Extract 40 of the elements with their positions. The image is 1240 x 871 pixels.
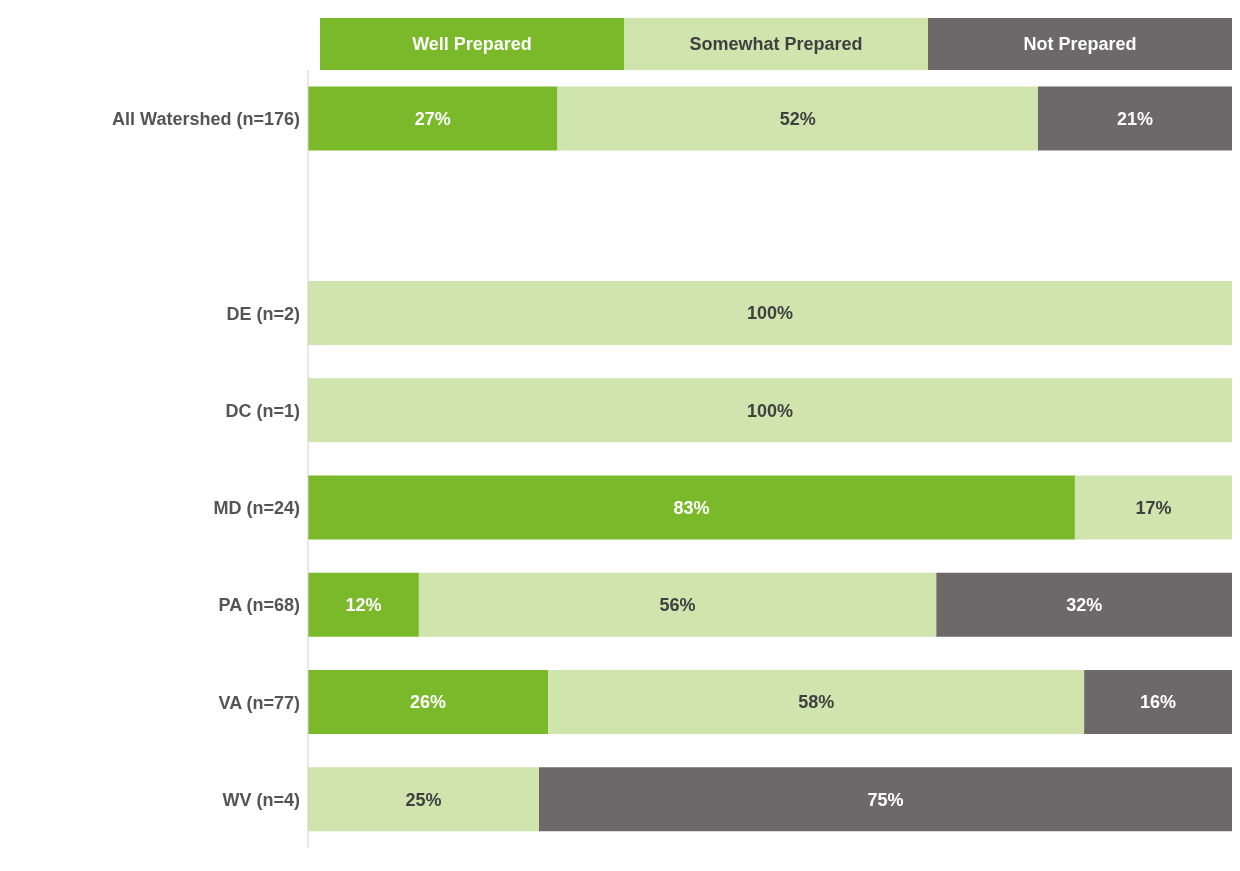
series-label: Somewhat Prepared [624, 18, 928, 70]
bar [308, 767, 539, 832]
data-label: 16% [1140, 692, 1177, 713]
bar [308, 86, 558, 151]
y-tick-label: PA (n=68) [218, 595, 300, 616]
bar [1037, 86, 1232, 151]
y-tick-label: All Watershed (n=176) [112, 109, 300, 130]
bar [308, 281, 1232, 346]
data-label: 56% [659, 595, 696, 616]
series-label: Not Prepared [928, 18, 1232, 70]
y-tick-label: MD (n=24) [213, 498, 300, 519]
y-tick-label: DC (n=1) [225, 400, 300, 421]
data-label: 100% [746, 400, 794, 421]
data-label: 52% [779, 108, 816, 129]
bar [308, 670, 549, 735]
data-label: 26% [410, 692, 447, 713]
y-tick-label: DE (n=2) [226, 303, 300, 324]
y-tick-label: VA (n=77) [218, 692, 300, 713]
data-label: 75% [867, 789, 904, 810]
bar [308, 475, 1075, 540]
bar [1084, 670, 1232, 735]
data-label: 32% [1066, 595, 1103, 616]
data-label: 58% [798, 692, 835, 713]
data-label: 25% [405, 789, 442, 810]
data-label: 12% [345, 595, 382, 616]
data-label: 17% [1135, 497, 1172, 518]
bar [1074, 475, 1232, 540]
bar [936, 572, 1232, 637]
bar [308, 378, 1232, 443]
data-label: 83% [673, 497, 710, 518]
data-label: 27% [414, 108, 451, 129]
data-label: 100% [746, 303, 794, 324]
y-tick-label: WV (n=4) [222, 789, 300, 810]
bar [308, 572, 419, 637]
data-label: 21% [1116, 108, 1153, 129]
series-label: Well Prepared [320, 18, 624, 70]
bar [548, 670, 1085, 735]
bar [557, 86, 1038, 151]
bar [539, 767, 1232, 832]
bar [418, 572, 937, 637]
